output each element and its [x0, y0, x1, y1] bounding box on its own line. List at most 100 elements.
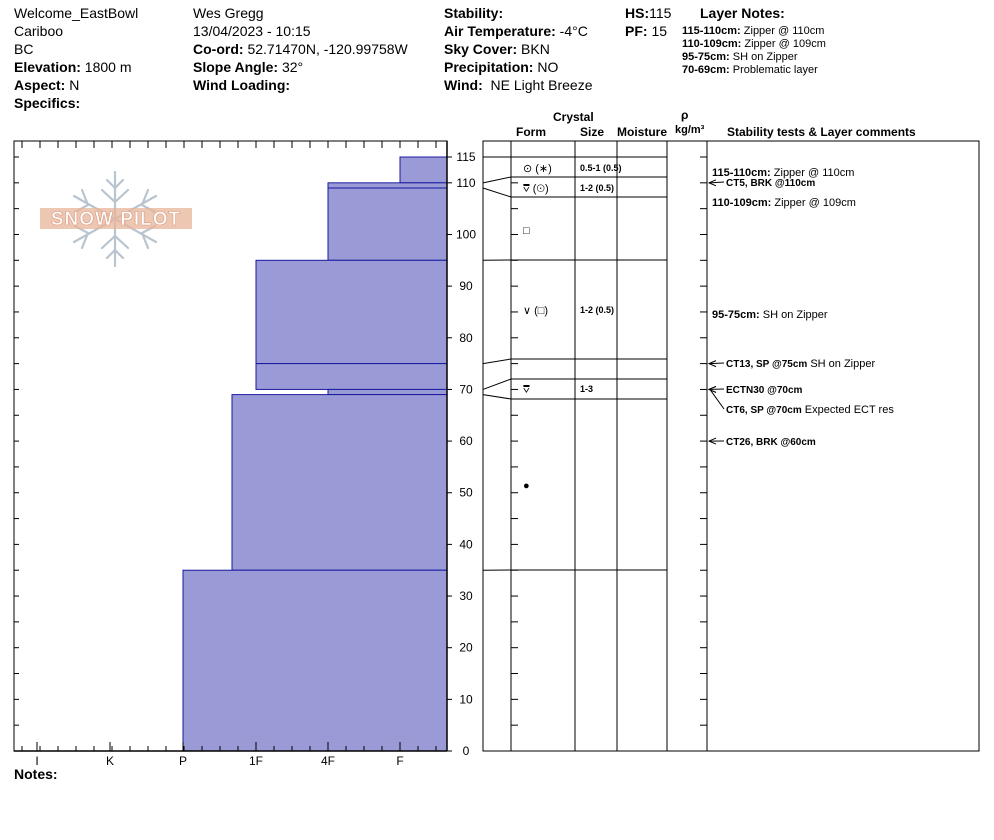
- comment-range: 110-109cm:: [712, 197, 771, 209]
- height-tick-label: 10: [459, 692, 473, 706]
- hardness-tick-label: I: [35, 754, 38, 768]
- hardness-layer-bar: [327, 187, 448, 261]
- height-tick-label: 90: [459, 279, 473, 293]
- crystal-size-value: 0.5-1 (0.5): [580, 163, 622, 173]
- slope-value: 32°: [281, 59, 304, 75]
- stability-comment: 110-109cm: Zipper @ 109cm: [712, 197, 856, 209]
- wind-field: Wind: NE Light Breeze: [444, 76, 592, 94]
- elevation-label: Elevation:: [14, 59, 81, 75]
- sky-field: Sky Cover: BKN: [444, 40, 550, 58]
- slope-field: Slope Angle: 32°: [193, 58, 303, 76]
- comment-arrow-head: [707, 437, 717, 445]
- height-tick-label: 100: [456, 227, 476, 241]
- density-rho-header: ρ: [681, 108, 689, 122]
- elevation-field: Elevation: 1800 m: [14, 58, 132, 76]
- aspect-field: Aspect: N: [14, 76, 79, 94]
- layer-note-range: 95-75cm:: [682, 51, 730, 63]
- height-tick-label: 110: [456, 176, 475, 190]
- comment-arrow-head: [707, 385, 717, 393]
- height-tick-label: 30: [459, 589, 473, 603]
- elevation-value: 1800 m: [84, 59, 132, 75]
- layer-connector-line: [482, 358, 512, 365]
- stability-comment: CT6, SP @70cm Expected ECT res: [726, 404, 894, 416]
- comment-text: Zipper @ 109cm: [771, 197, 856, 209]
- layer-note-range: 115-110cm:: [682, 25, 741, 37]
- layer-connector-line: [482, 394, 512, 400]
- crystal-header: Crystal: [553, 110, 594, 124]
- precip-value: NO: [537, 59, 559, 75]
- height-tick-label: 80: [459, 331, 473, 345]
- sky-label: Sky Cover:: [444, 41, 518, 57]
- density-unit-header: kg/m³: [675, 124, 705, 136]
- layer-note-1: 115-110cm: Zipper @ 110cm: [682, 25, 824, 38]
- stability-comment: CT5, BRK @110cm: [726, 178, 815, 189]
- height-tick-label: 0: [463, 744, 470, 758]
- region-name: Cariboo: [14, 23, 64, 39]
- crystal-size-value: 1-2 (0.5): [580, 183, 614, 193]
- crystal-form-symbol: ∨ (□): [523, 305, 548, 317]
- province-name: BC: [14, 41, 34, 57]
- comment-arrow-head: [707, 360, 717, 368]
- comment-text: Expected ECT res: [802, 404, 895, 416]
- observer-name: Wes Gregg: [193, 5, 264, 21]
- comment-range: 95-75cm:: [712, 309, 760, 321]
- comment-arrow-head: [707, 179, 717, 187]
- stability-comment: ECTN30 @70cm: [726, 385, 803, 396]
- layer-connector-line: [482, 187, 512, 198]
- logo-text: SNOW PILOT: [51, 209, 181, 230]
- slope-label: Slope Angle:: [193, 59, 279, 75]
- coord-value: 52.71470N, -120.99758W: [247, 41, 408, 57]
- hardness-tick-label: 1F: [249, 754, 263, 768]
- wind-label: Wind:: [444, 77, 483, 93]
- stability-comment: CT26, BRK @60cm: [726, 437, 816, 448]
- precip-label: Precipitation:: [444, 59, 534, 75]
- height-tick-label: 50: [459, 486, 473, 500]
- notes-label: Notes:: [14, 766, 58, 782]
- stability-test-result: ECTN30 @70cm: [726, 385, 803, 396]
- layer-note-text: Zipper @ 110cm: [743, 25, 825, 37]
- location-name: Welcome_EastBowl: [14, 5, 139, 21]
- air-temp-label: Air Temperature:: [444, 23, 556, 39]
- layer-note-text: Zipper @ 109cm: [744, 38, 826, 50]
- form-header: Form: [516, 125, 546, 139]
- layer-note-range: 70-69cm:: [682, 64, 730, 76]
- height-tick-label: 60: [459, 434, 473, 448]
- size-header: Size: [580, 125, 605, 139]
- wind-loading-label: Wind Loading:: [193, 77, 291, 93]
- crystal-form-symbol: ●: [523, 480, 530, 492]
- layer-note-3: 95-75cm: SH on Zipper: [682, 51, 798, 64]
- hardness-tick-label: F: [396, 754, 403, 768]
- hs-field: HS:115: [625, 4, 671, 22]
- precip-field: Precipitation: NO: [444, 58, 558, 76]
- observation-datetime: 13/04/2023 - 10:15: [193, 23, 311, 39]
- stability-test-result: CT6, SP @70cm: [726, 405, 802, 416]
- aspect-label: Aspect:: [14, 77, 66, 93]
- layer-connector-line: [482, 378, 512, 390]
- layer-note-4: 70-69cm: Problematic layer: [682, 64, 818, 77]
- stability-label: Stability:: [444, 5, 504, 21]
- hs-label: HS:: [625, 5, 650, 21]
- crystal-size-value: 1-2 (0.5): [580, 305, 614, 315]
- specifics-label: Specifics:: [14, 95, 81, 111]
- layer-note-text: SH on Zipper: [732, 51, 798, 63]
- crystal-form-symbol: □: [523, 225, 530, 237]
- stability-test-result: CT5, BRK @110cm: [726, 178, 815, 189]
- hardness-tick-label: 4F: [321, 754, 335, 768]
- moisture-header: Moisture: [617, 125, 668, 139]
- pf-label: PF:: [625, 23, 648, 39]
- hs-value: 115: [649, 5, 672, 21]
- hardness-layer-bar: [231, 394, 448, 571]
- crystal-size-value: 1-3: [580, 384, 593, 394]
- height-tick-label: 20: [459, 641, 473, 655]
- comment-text: Zipper @ 110cm: [771, 167, 855, 179]
- snowpilot-logo: SNOW PILOT: [40, 170, 192, 268]
- stability-comment: 115-110cm: Zipper @ 110cm: [712, 167, 854, 179]
- hardness-layer-bar: [255, 363, 448, 390]
- stability-comment: CT13, SP @75cm SH on Zipper: [726, 358, 875, 370]
- stability-comment: 95-75cm: SH on Zipper: [712, 309, 828, 321]
- wind-value: NE Light Breeze: [490, 77, 593, 93]
- hardness-layer-bar: [399, 156, 448, 184]
- layer-note-text: Problematic layer: [732, 64, 818, 76]
- hardness-tick-label: P: [179, 754, 187, 768]
- comment-text: SH on Zipper: [807, 358, 875, 370]
